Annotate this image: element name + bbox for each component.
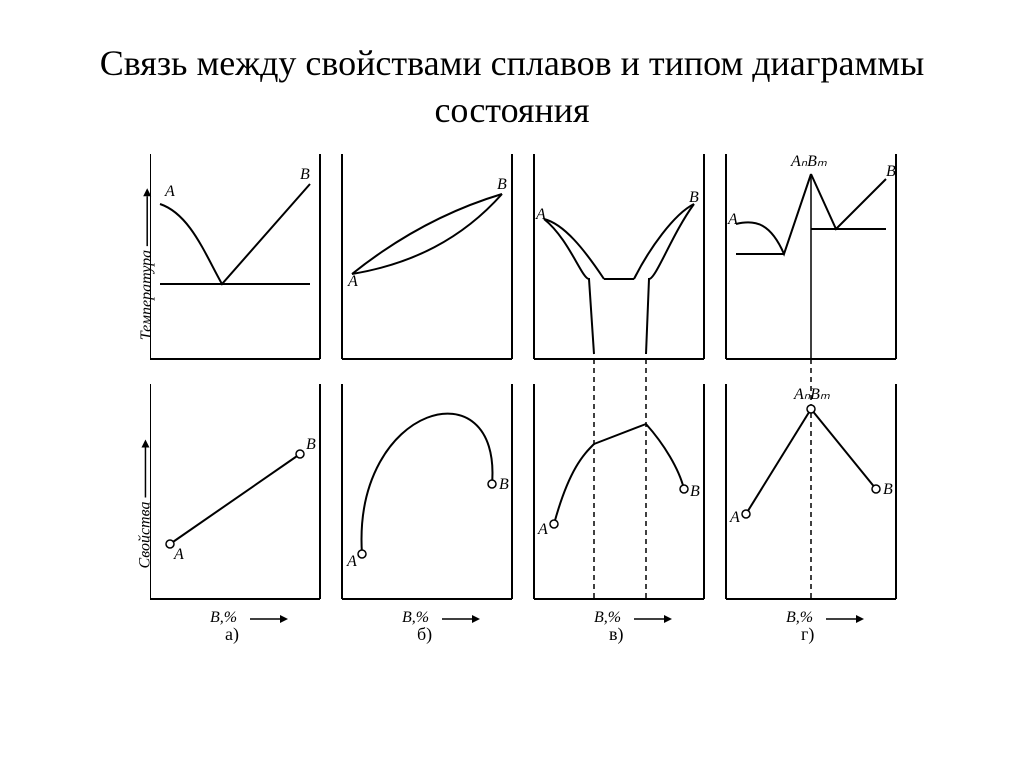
c_bot: AB [534,359,704,599]
svg-text:B: B [499,476,509,493]
svg-text:B: B [306,436,316,453]
svg-text:A: A [347,273,358,290]
b_top: AB [342,154,512,359]
diagram-grid: Температура Свойства ABABABABAₙBₘABABABA… [150,154,930,654]
svg-text:A: A [164,183,175,200]
svg-text:B: B [497,176,507,193]
b_bot: AB [342,384,512,599]
svg-text:AₙBₘ: AₙBₘ [793,386,830,403]
svg-text:AₙBₘ: AₙBₘ [790,154,827,170]
svg-text:A: A [727,211,738,228]
page-title: Связь между свойствами сплавов и типом д… [0,0,1024,154]
svg-text:A: A [535,206,546,223]
svg-text:B: B [690,483,700,500]
svg-text:A: A [173,546,184,563]
svg-text:B: B [883,481,893,498]
svg-text:A: A [346,553,357,570]
diagram-canvas: ABABABABAₙBₘABABABAAₙBₘB [150,154,930,654]
panel-label-c: в) [609,624,624,645]
y-axis-temperature-label: Температура [138,185,156,339]
y-axis-properties-label: Свойства [136,437,154,568]
a_top: AB [150,154,320,359]
c_top: AB [534,154,704,359]
svg-text:B: B [886,163,896,180]
svg-text:A: A [537,521,548,538]
svg-text:B: B [300,166,310,183]
panel-label-a: а) [225,624,239,645]
d_bot: A AₙBₘ B [726,359,896,599]
panel-label-d: г) [801,624,814,645]
svg-text:B: B [689,189,699,206]
svg-text:A: A [729,509,740,526]
d_top: A B AₙBₘ [726,154,896,359]
panel-label-b: б) [417,624,432,645]
a_bot: AB [150,384,320,599]
